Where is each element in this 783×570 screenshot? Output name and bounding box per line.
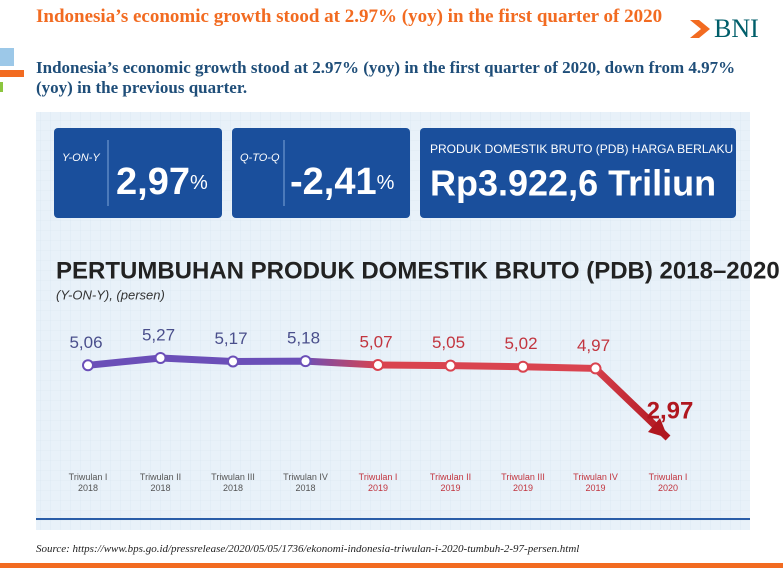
value-label: 5,02 — [504, 334, 537, 353]
kpi-unit: % — [190, 172, 208, 194]
kpi-label: Y-ON-Y — [62, 152, 100, 164]
x-tick-label: Triwulan I 2018 — [68, 472, 108, 493]
kpi-label: PRODUK DOMESTIK BRUTO (PDB) HARGA BERLAK… — [430, 142, 733, 156]
value-label: 5,27 — [142, 325, 175, 344]
logo-text: BNI — [714, 14, 759, 43]
logo: BNI — [690, 14, 759, 44]
plot: 5,06 5,27 5,17 5,18 5,07 5,05 5,02 4,97 2,97 — [69, 325, 694, 441]
value-label: 5,07 — [359, 332, 392, 351]
point — [82, 359, 94, 372]
deco-green — [0, 82, 3, 92]
value-label: 2,97 — [647, 397, 694, 424]
point — [372, 358, 384, 371]
point — [299, 355, 312, 368]
point — [154, 352, 167, 364]
footer-line — [0, 563, 783, 568]
kpi-box — [420, 128, 736, 218]
kpi-box — [54, 128, 222, 218]
kpi-number: -2,41 — [290, 161, 377, 203]
x-tick-label: Triwulan III 2019 — [501, 472, 545, 493]
title: Indonesia’s economic growth stood at 2.9… — [36, 6, 663, 27]
kpi-box — [232, 128, 410, 218]
value-label: 5,05 — [432, 333, 465, 352]
kpi-number: 2,97 — [116, 161, 190, 203]
value-label: 4,97 — [577, 336, 610, 355]
kpi-value: 2,97% — [116, 161, 208, 203]
x-tick-label: Triwulan III 2018 — [211, 472, 255, 493]
x-tick-label: Triwulan II 2019 — [429, 472, 472, 493]
point — [227, 355, 239, 368]
deco-orange — [0, 70, 24, 77]
point — [444, 359, 457, 372]
point — [589, 362, 602, 375]
value-label: 5,18 — [287, 329, 320, 348]
subtitle: Indonesia’s economic growth stood at 2.9… — [36, 58, 736, 97]
kpi-unit: % — [377, 172, 395, 194]
x-tick-label: Triwulan I 2020 — [648, 472, 688, 493]
source: Source: https://www.bps.go.id/pressrelea… — [36, 543, 580, 555]
point — [517, 360, 529, 373]
chart-title: PERTUMBUHAN PRODUK DOMESTIK BRUTO (PDB) … — [56, 257, 780, 284]
arrow-head — [648, 418, 668, 438]
chart-subtitle: (Y-ON-Y), (persen) — [56, 287, 165, 302]
kpi-value: -2,41% — [290, 161, 395, 203]
kpi-label: Q-TO-Q — [240, 152, 280, 164]
x-tick-label: Triwulan IV 2019 — [573, 472, 618, 493]
x-tick-label: Triwulan II 2018 — [139, 472, 182, 493]
deco-blue — [0, 48, 14, 66]
kpi-value: Rp3.922,6 Triliun — [430, 163, 716, 204]
x-tick-label: Triwulan IV 2018 — [283, 472, 328, 493]
x-tick-label: Triwulan I 2019 — [358, 472, 398, 493]
value-label: 5,06 — [69, 333, 102, 352]
value-label: 5,17 — [214, 329, 247, 348]
